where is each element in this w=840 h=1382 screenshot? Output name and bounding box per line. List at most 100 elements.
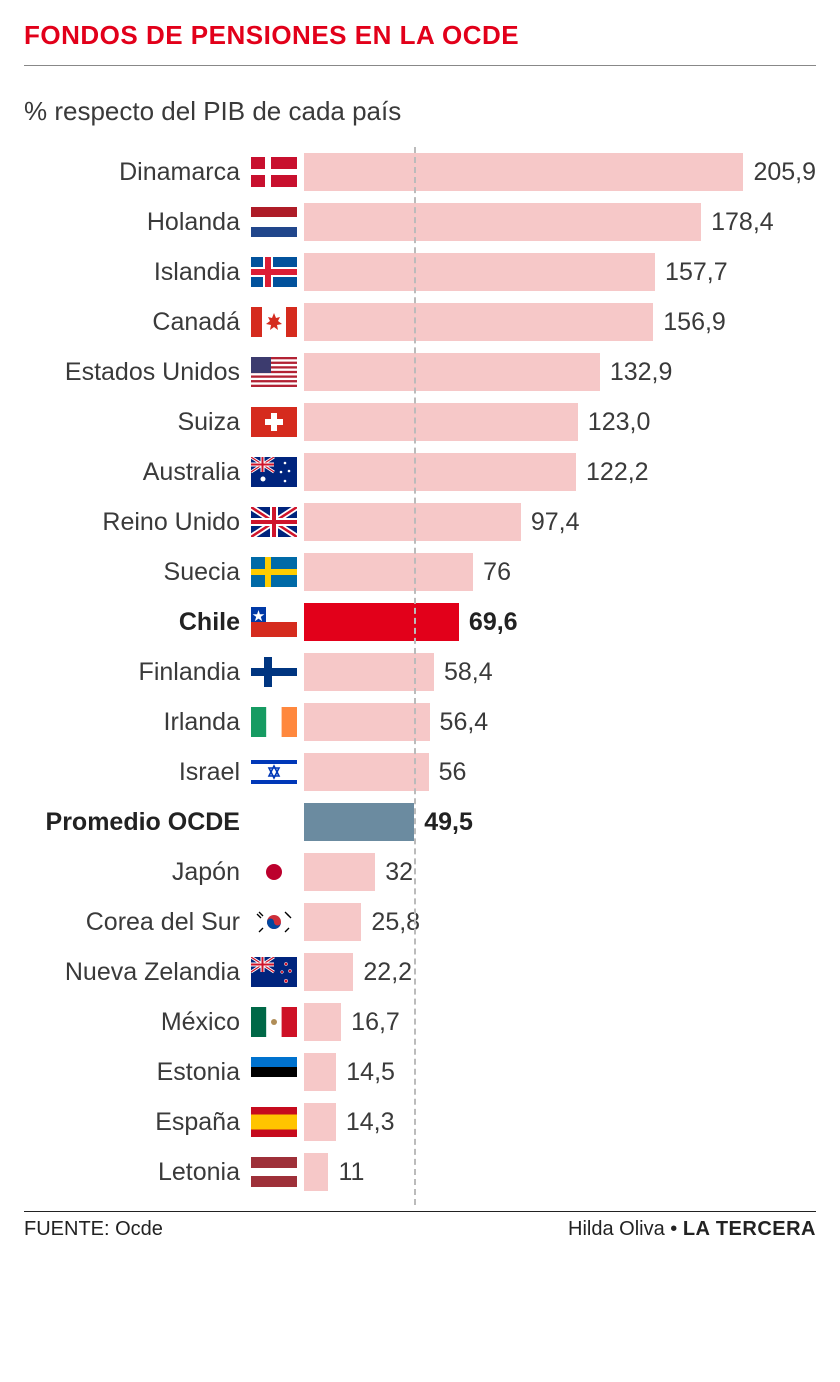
row-label: Irlanda [24, 710, 244, 735]
flag-slot [244, 1157, 304, 1187]
bar-area: 14,3 [304, 1097, 816, 1147]
bar [304, 553, 473, 591]
row-label: Promedio OCDE [24, 810, 244, 835]
bar [304, 803, 414, 841]
flag-slot [244, 657, 304, 687]
nz-flag-icon [251, 957, 297, 987]
bar-area: 49,5 [304, 797, 816, 847]
bar [304, 753, 429, 791]
row-label: Japón [24, 860, 244, 885]
flag-slot [244, 907, 304, 937]
row-value: 156,9 [653, 310, 726, 335]
bar [304, 1103, 336, 1141]
ee-flag-icon [251, 1057, 297, 1087]
bar [304, 353, 600, 391]
row-value: 205,9 [743, 160, 816, 185]
bar-chart: Dinamarca205,9Holanda178,4Islandia157,7C… [24, 147, 816, 1205]
bar [304, 953, 353, 991]
chart-row: Japón 32 [24, 847, 816, 897]
row-label: Chile [24, 610, 244, 635]
jp-flag-icon [251, 857, 297, 887]
flag-slot [244, 507, 304, 537]
source-text: FUENTE: Ocde [24, 1218, 163, 1241]
bar-area: 58,4 [304, 647, 816, 697]
flag-slot [244, 307, 304, 337]
guideline [414, 147, 416, 1205]
bar [304, 203, 701, 241]
chart-row: Israel56 [24, 747, 816, 797]
row-label: Finlandia [24, 660, 244, 685]
bar [304, 253, 655, 291]
ie-flag-icon [251, 707, 297, 737]
chart-row: Chile 69,6 [24, 597, 816, 647]
bar-area: 11 [304, 1147, 816, 1197]
gb-flag-icon [251, 507, 297, 537]
bar-area: 205,9 [304, 147, 816, 197]
bar-area: 157,7 [304, 247, 816, 297]
flag-slot [244, 357, 304, 387]
credit-sep: • [665, 1218, 683, 1240]
chart-row: Finlandia 58,4 [24, 647, 816, 697]
flag-slot [244, 407, 304, 437]
chart-row: Estados Unidos132,9 [24, 347, 816, 397]
bar-area: 14,5 [304, 1047, 816, 1097]
bar [304, 1003, 341, 1041]
row-value: 56,4 [430, 710, 489, 735]
row-label: Estados Unidos [24, 360, 244, 385]
dk-flag-icon [251, 157, 297, 187]
bar [304, 603, 459, 641]
mx-flag-icon [251, 1007, 297, 1037]
row-value: 123,0 [578, 410, 651, 435]
row-label: Australia [24, 460, 244, 485]
row-value: 58,4 [434, 660, 493, 685]
bar-area: 156,9 [304, 297, 816, 347]
chart-row: Promedio OCDE 49,5 [24, 797, 816, 847]
bar-area: 178,4 [304, 197, 816, 247]
row-value: 32 [375, 860, 413, 885]
us-flag-icon [251, 357, 297, 387]
row-label: México [24, 1010, 244, 1035]
row-value: 69,6 [459, 610, 518, 635]
row-value: 178,4 [701, 210, 774, 235]
flag-slot [244, 1107, 304, 1137]
flag-slot [244, 707, 304, 737]
au-flag-icon [251, 457, 297, 487]
row-label: Islandia [24, 260, 244, 285]
is-flag-icon [251, 257, 297, 287]
row-value: 11 [328, 1160, 364, 1185]
flag-slot [244, 1007, 304, 1037]
chart-row: Suecia 76 [24, 547, 816, 597]
flag-slot [244, 157, 304, 187]
chart-row: Letonia11 [24, 1147, 816, 1197]
chart-row: Irlanda 56,4 [24, 697, 816, 747]
bar-area: 16,7 [304, 997, 816, 1047]
se-flag-icon [251, 557, 297, 587]
bar [304, 1053, 336, 1091]
chart-row: Reino Unido 97,4 [24, 497, 816, 547]
row-value: 16,7 [341, 1010, 400, 1035]
row-label: Reino Unido [24, 510, 244, 535]
chart-row: Australia 122,2 [24, 447, 816, 497]
chart-row: España14,3 [24, 1097, 816, 1147]
row-value: 122,2 [576, 460, 649, 485]
bar [304, 403, 578, 441]
flag-slot [244, 857, 304, 887]
row-value: 157,7 [655, 260, 728, 285]
bar-area: 25,8 [304, 897, 816, 947]
bar [304, 303, 653, 341]
row-label: Suecia [24, 560, 244, 585]
es-flag-icon [251, 1107, 297, 1137]
chart-title: FONDOS DE PENSIONES EN LA OCDE [24, 20, 816, 66]
row-value: 22,2 [353, 960, 412, 985]
flag-slot [244, 207, 304, 237]
row-label: Holanda [24, 210, 244, 235]
row-value: 56 [429, 760, 467, 785]
chart-row: Holanda 178,4 [24, 197, 816, 247]
row-value: 14,5 [336, 1060, 395, 1085]
bar-area: 56,4 [304, 697, 816, 747]
bar [304, 453, 576, 491]
bar-area: 76 [304, 547, 816, 597]
bar-area: 123,0 [304, 397, 816, 447]
bar-area: 97,4 [304, 497, 816, 547]
row-value: 25,8 [361, 910, 420, 935]
